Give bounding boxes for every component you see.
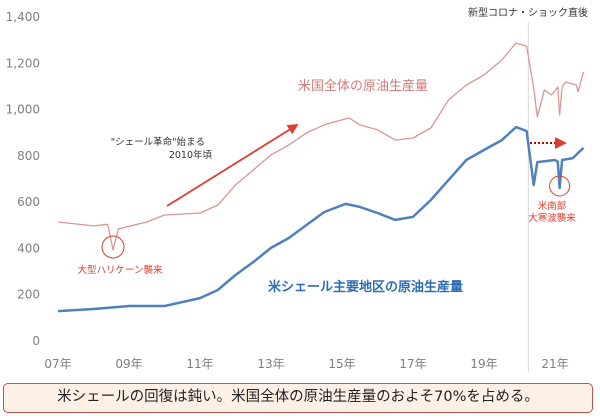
hurricane-circle [101,235,125,259]
y-tick-label: 1,000 [6,103,40,117]
annotation-covid: 新型コロナ・ショック直後 [468,6,588,19]
annotation-hurricane: 大型ハリケーン襲来 [77,264,163,276]
x-tick-label: 11年 [186,357,213,371]
annotation-freeze: 米南部 [538,200,567,212]
x-tick-label: 19年 [470,357,497,371]
y-tick-label: 400 [17,241,40,255]
x-tick-label: 09年 [115,357,142,371]
y-tick-label: 200 [17,288,40,302]
x-tick-label: 15年 [328,357,355,371]
y-tick-label: 1,200 [6,56,40,70]
annotation-freeze-2: 大寒波襲来 [528,212,576,224]
annotation-shale-revolution-year: 2010年頃 [169,149,213,161]
caption-box: 米シェールの回復は鈍い。米国全体の原油生産量のおよそ70%を占める。 [3,383,593,413]
x-tick-label: 21年 [541,357,568,371]
series-line-shale [57,125,585,313]
y-tick-label: 600 [17,195,40,209]
series-line-total [57,42,585,251]
series-label-shale: 米シェール主要地区の原油生産量 [268,279,463,295]
freeze-circle [549,175,571,197]
series-label-total: 米国全体の原油生産量 [298,78,428,94]
x-tick-label: 13年 [257,357,284,371]
annotation-shale-revolution: "シェール革命"始まる [111,136,205,148]
trend-arrow [166,124,299,207]
y-tick-label: 1,400 [6,10,40,24]
x-tick-label: 17年 [399,357,426,371]
x-tick-label: 07年 [44,357,71,371]
y-tick-label: 0 [32,334,40,348]
y-tick-label: 800 [17,149,40,163]
